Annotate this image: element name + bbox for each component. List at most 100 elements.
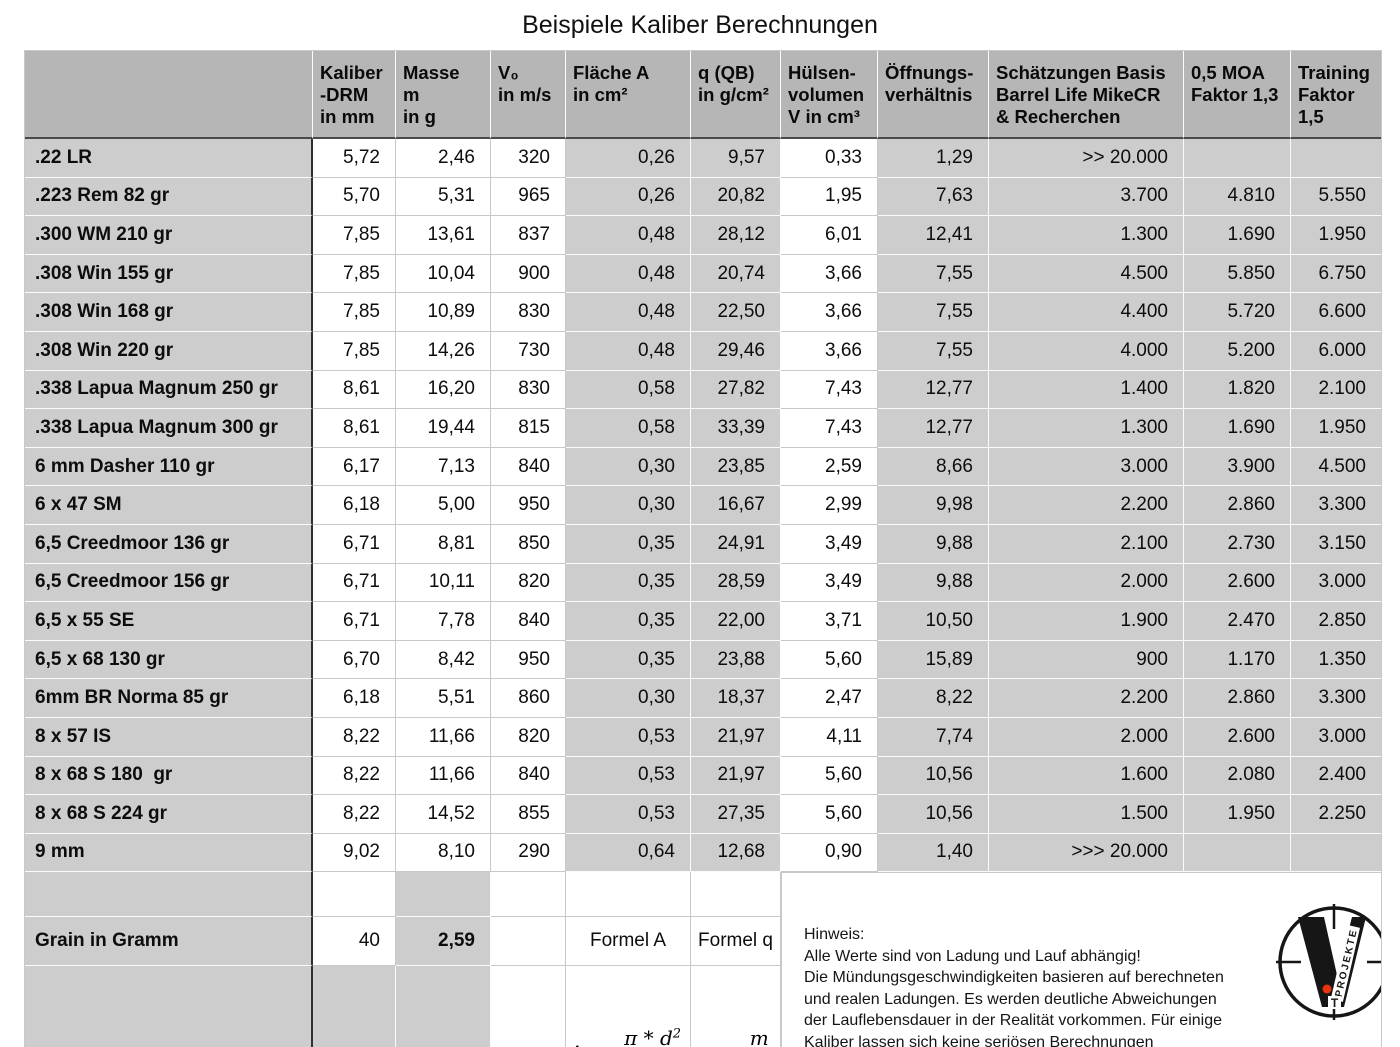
data-cell: 28,12 (691, 216, 781, 255)
data-cell: 22,50 (691, 293, 781, 332)
row-label: 6,5 x 68 130 gr (25, 640, 313, 680)
data-cell: 10,56 (878, 756, 989, 796)
spacer-cell (566, 872, 691, 917)
page-title: Beispiele Kaliber Berechnungen (522, 11, 878, 39)
data-cell: 0,53 (566, 717, 691, 757)
grain-unit-cell: Grain (313, 965, 396, 1047)
data-cell: 6,17 (313, 447, 396, 487)
umrechnung-row: Umrechnung Grain Gramm A=π * d24 q=mA (25, 965, 1381, 1047)
note-line: und realen Ladungen. Es werden deutliche… (804, 990, 1217, 1008)
data-cell: 2,59 (781, 447, 878, 487)
data-cell: 820 (491, 563, 566, 603)
logo-t-halo (1328, 996, 1341, 1010)
data-cell: 7,85 (313, 331, 396, 371)
data-cell: 5.550 (1291, 177, 1381, 217)
data-cell: 3.900 (1184, 447, 1291, 487)
data-cell: 16,67 (691, 486, 781, 525)
data-cell: 1.350 (1291, 640, 1381, 680)
data-cell: 5,72 (313, 139, 396, 178)
data-cell: 2.250 (1291, 795, 1381, 834)
data-cell: 4.500 (1291, 447, 1381, 487)
table-row: 6,5 Creedmoor 156 gr 6,71 10,11 820 0,35 28,5… (25, 563, 1381, 603)
data-cell: 2.200 (989, 486, 1184, 525)
data-cell: 8,22 (878, 679, 989, 718)
formel-a-label: Formel A (566, 916, 691, 966)
data-cell: 2.860 (1184, 486, 1291, 525)
table-row: .308 Win 155 gr 7,85 10,04 900 0,48 20,74 3,66… (25, 254, 1381, 294)
table-row: 6,5 x 55 SE 6,71 7,78 840 0,35 22,00 3,71 10,50… (25, 602, 1381, 641)
data-cell: 850 (491, 524, 566, 564)
data-cell: 4.500 (989, 254, 1184, 294)
table-row: 6,5 Creedmoor 136 gr 6,71 8,81 850 0,35 24,91… (25, 524, 1381, 564)
data-cell: 33,39 (691, 409, 781, 448)
data-cell: 840 (491, 447, 566, 487)
data-cell: 7,55 (878, 254, 989, 294)
kaliber-table: Kaliber -DRM in mm Masse m in g V₀ in m/… (24, 50, 1382, 1047)
gramm-value-cell: 2,59 (396, 916, 491, 966)
data-cell: 5.850 (1184, 254, 1291, 294)
header-rowlabel (25, 51, 313, 139)
header-v0: V₀ in m/s (491, 51, 566, 139)
data-cell: 2.100 (989, 524, 1184, 564)
data-cell: 22,00 (691, 602, 781, 641)
data-cell: 1.400 (989, 370, 1184, 410)
table-header: Kaliber -DRM in mm Masse m in g V₀ in m/… (25, 51, 1381, 139)
vt-projekte-logo: PROJEKTE T (1276, 904, 1381, 1021)
header-kaliber: Kaliber -DRM in mm (313, 51, 396, 139)
data-cell: 6,70 (313, 640, 396, 680)
data-cell: 3,66 (781, 293, 878, 332)
data-cell: 0,53 (566, 756, 691, 796)
row-label: Grain in Gramm (25, 916, 313, 966)
row-label: Umrechnung (25, 965, 313, 1047)
data-cell: >> 20.000 (989, 139, 1184, 178)
data-cell: 7,85 (313, 254, 396, 294)
data-cell: 8,66 (878, 447, 989, 487)
row-label: 6 mm Dasher 110 gr (25, 447, 313, 487)
projekte-band (1330, 925, 1360, 1003)
row-label: .300 WM 210 gr (25, 216, 313, 255)
header-moa-faktor: 0,5 MOA Faktor 1,3 (1184, 51, 1291, 139)
data-cell: 15,89 (878, 640, 989, 680)
note-line: Alle Werte sind von Ladung und Lauf abhä… (804, 947, 1141, 965)
data-cell: 29,46 (691, 331, 781, 371)
data-cell: 5,70 (313, 177, 396, 217)
data-cell: 8,10 (396, 833, 491, 873)
data-cell: 1.170 (1184, 640, 1291, 680)
row-label: .22 LR (25, 139, 313, 178)
data-cell: 730 (491, 331, 566, 371)
data-cell: 18,37 (691, 679, 781, 718)
data-cell: 21,97 (691, 717, 781, 757)
data-cell: 27,35 (691, 795, 781, 834)
data-cell: 10,56 (878, 795, 989, 834)
data-cell: 24,91 (691, 524, 781, 564)
data-cell: 21,97 (691, 756, 781, 796)
data-cell: 8,22 (313, 717, 396, 757)
table-row: 6 mm Dasher 110 gr 6,17 7,13 840 0,30 23,85 2,… (25, 447, 1381, 487)
row-label: 9 mm (25, 833, 313, 873)
data-cell: 28,59 (691, 563, 781, 603)
row-label: .308 Win 155 gr (25, 254, 313, 294)
data-cell: 5.200 (1184, 331, 1291, 371)
data-cell: 2,46 (396, 139, 491, 178)
data-cell: 1.950 (1184, 795, 1291, 834)
data-cell: 0,30 (566, 486, 691, 525)
data-cell: 0,64 (566, 833, 691, 873)
spacer-cell (691, 872, 781, 917)
data-cell: 0,48 (566, 331, 691, 371)
data-cell: 0,33 (781, 139, 878, 178)
data-cell: 0,48 (566, 216, 691, 255)
data-cell: 2.730 (1184, 524, 1291, 564)
data-cell: 1,40 (878, 833, 989, 873)
header-q: q (QB) in g/cm² (691, 51, 781, 139)
data-cell: 1.690 (1184, 409, 1291, 448)
data-cell: 3.700 (989, 177, 1184, 217)
formula-q: q=mA (692, 967, 779, 1047)
data-cell: 9,02 (313, 833, 396, 873)
data-cell: 6,18 (313, 486, 396, 525)
data-cell: >>> 20.000 (989, 833, 1184, 873)
data-cell: 5,51 (396, 679, 491, 718)
data-cell: 11,66 (396, 717, 491, 757)
data-cell: 8,61 (313, 409, 396, 448)
data-cell: 815 (491, 409, 566, 448)
data-cell: 840 (491, 602, 566, 641)
